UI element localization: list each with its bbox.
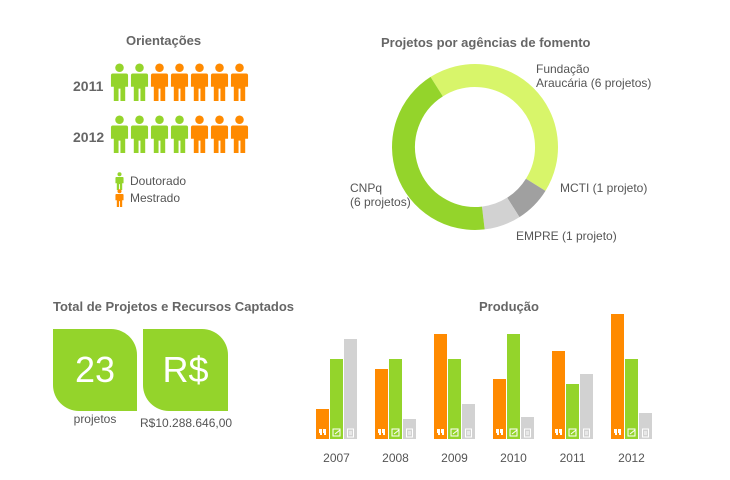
- legend-mestrado: Mestrado: [115, 189, 180, 207]
- pie-label-mcti: MCTI (1 projeto): [560, 181, 647, 195]
- pie-label-empre-line1: EMPRE (1 projeto): [516, 229, 617, 243]
- year-label-2012: 2012: [73, 129, 105, 145]
- person-icon-mestrado: [230, 63, 249, 101]
- bar-2009-quote: [434, 334, 447, 439]
- bar-2008-edit: [389, 359, 402, 439]
- x-tick-label-2008: 2008: [382, 451, 409, 465]
- document-icon: [524, 428, 531, 438]
- edit-icon: [391, 428, 400, 437]
- x-tick-label-2010: 2010: [500, 451, 527, 465]
- legend-doutorado-label: Doutorado: [130, 174, 187, 188]
- bar-2007-quote: [316, 409, 329, 439]
- pie-chart-title: Projetos por agências de fomento: [381, 35, 591, 50]
- quote-icon: [319, 429, 326, 435]
- projetos-count-tile: 23: [53, 329, 137, 411]
- document-icon: [465, 428, 472, 438]
- bar-2012-quote: [611, 314, 624, 439]
- pie-label-fundacao-line2: Araucária (6 projetos): [536, 76, 652, 90]
- year-label-2011: 2011: [73, 78, 104, 94]
- bar-chart-title: Produção: [479, 299, 539, 314]
- bar-2011-edit: [566, 384, 579, 439]
- quote-icon: [437, 429, 444, 435]
- slice-mcti: [506, 178, 546, 218]
- recursos-caption: R$10.288.646,00: [140, 416, 233, 430]
- person-icon: [115, 172, 124, 190]
- x-tick-label-2009: 2009: [441, 451, 468, 465]
- person-icon-mestrado: [190, 115, 209, 153]
- slice-cnpq: [392, 76, 485, 230]
- bar-2010-quote: [493, 379, 506, 439]
- quote-icon: [555, 429, 562, 435]
- bar-2008-document: [403, 419, 416, 439]
- legend-mestrado-label: Mestrado: [130, 191, 181, 205]
- bar-2007-edit: [330, 359, 343, 439]
- edit-icon: [509, 428, 518, 437]
- edit-icon: [627, 428, 636, 437]
- edit-icon: [332, 428, 341, 437]
- people-row-2011: [110, 62, 249, 102]
- slice-fundacao: [430, 64, 558, 191]
- bar-2007-document: [344, 339, 357, 439]
- bar-2011-quote: [552, 351, 565, 439]
- quote-icon: [496, 429, 503, 435]
- document-icon: [642, 428, 649, 438]
- pie-label-cnpq-line1: CNPq: [350, 181, 383, 195]
- orientacoes-title: Orientações: [126, 33, 202, 48]
- person-icon-mestrado: [210, 63, 229, 101]
- person-icon-mestrado: [150, 63, 169, 101]
- totais-title: Total de Projetos e Recursos Captados: [53, 299, 295, 314]
- slice-empre: [481, 197, 520, 230]
- x-tick-label-2011: 2011: [560, 451, 586, 465]
- legend-doutorado: Doutorado: [115, 172, 186, 190]
- bar-2012-document: [639, 413, 652, 439]
- projetos-caption: projetos: [73, 412, 117, 426]
- x-tick-label-2012: 2012: [618, 451, 645, 465]
- quote-icon: [378, 429, 385, 435]
- person-icon: [115, 189, 124, 207]
- pie-label-fundacao: Fundação Araucária (6 projetos): [536, 62, 651, 90]
- bar-2010-edit: [507, 334, 520, 439]
- person-icon-mestrado: [190, 63, 209, 101]
- pie-label-mcti-line1: MCTI (1 projeto): [560, 181, 648, 195]
- edit-icon: [450, 428, 459, 437]
- bar-2010-document: [521, 417, 534, 439]
- bar-2009-document: [462, 404, 475, 439]
- pie-label-cnpq-line2: (6 projetos): [350, 195, 411, 209]
- person-icon-mestrado: [170, 63, 189, 101]
- bar-2012-edit: [625, 359, 638, 439]
- recursos-tile: R$: [143, 329, 228, 411]
- document-icon: [583, 428, 590, 438]
- bar-2008-quote: [375, 369, 388, 439]
- person-icon-doutorado: [110, 63, 129, 101]
- document-icon: [347, 428, 354, 438]
- x-tick-label-2007: 2007: [323, 451, 350, 465]
- edit-icon: [568, 428, 577, 437]
- bar-2009-edit: [448, 359, 461, 439]
- pie-label-empre: EMPRE (1 projeto): [516, 229, 617, 243]
- document-icon: [406, 428, 413, 438]
- person-icon-mestrado: [230, 115, 249, 153]
- people-row-2012: [110, 114, 249, 154]
- person-icon-doutorado: [110, 115, 129, 153]
- quote-icon: [614, 429, 621, 435]
- person-icon-doutorado: [170, 115, 189, 153]
- pie-label-fundacao-line1: Fundação: [536, 62, 590, 76]
- person-icon-doutorado: [150, 115, 169, 153]
- person-icon-doutorado: [130, 115, 149, 153]
- person-icon-mestrado: [210, 115, 229, 153]
- bar-2011-document: [580, 374, 593, 439]
- pie-label-cnpq: CNPq (6 projetos): [350, 181, 411, 209]
- person-icon-doutorado: [130, 63, 149, 101]
